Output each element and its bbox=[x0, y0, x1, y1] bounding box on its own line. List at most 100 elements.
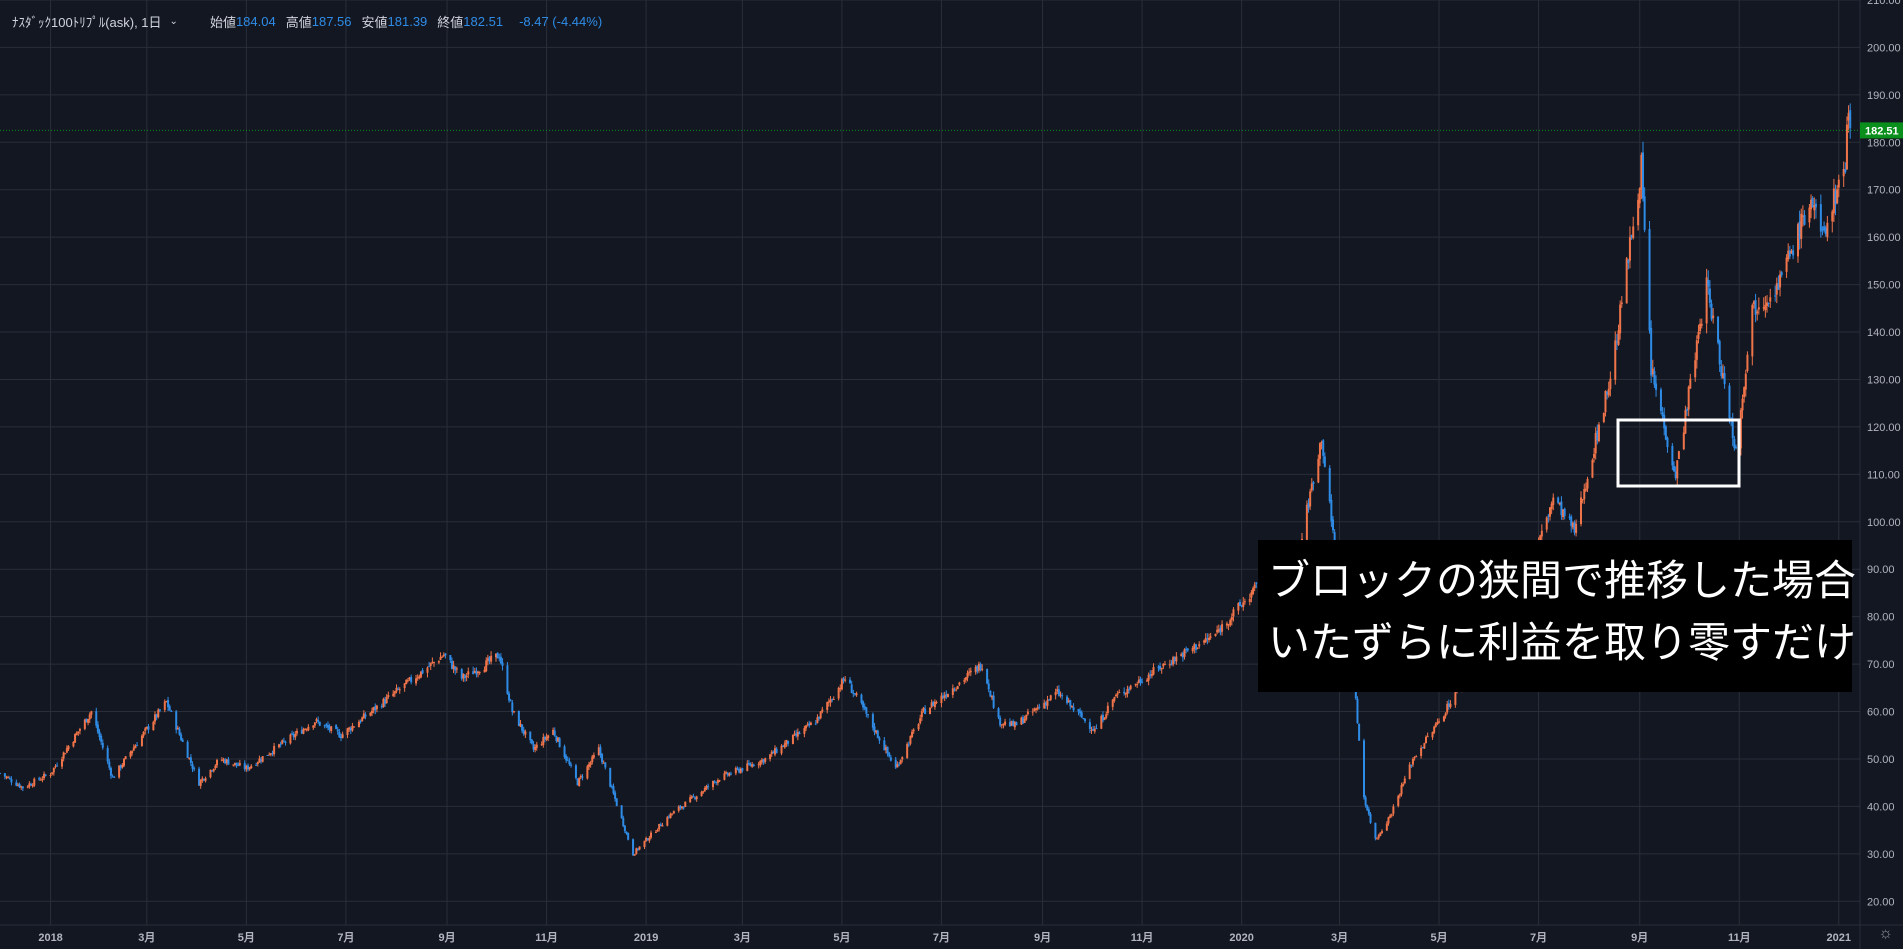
candle bbox=[41, 776, 44, 783]
candle bbox=[677, 805, 680, 813]
symbol-title[interactable]: ﾅｽﾀﾞｯｸ100ﾄﾘﾌﾟﾙ(ask), 1日 bbox=[12, 15, 162, 30]
candle bbox=[1607, 381, 1610, 398]
candle bbox=[1035, 707, 1038, 714]
candle bbox=[1798, 210, 1801, 250]
candle bbox=[294, 731, 297, 741]
candle bbox=[751, 761, 754, 768]
candle bbox=[933, 699, 936, 710]
candle bbox=[1712, 308, 1715, 324]
candle bbox=[695, 795, 698, 802]
candle bbox=[1227, 623, 1230, 631]
candle bbox=[764, 757, 767, 764]
candle bbox=[875, 730, 878, 735]
candle bbox=[129, 750, 132, 759]
candle bbox=[713, 780, 716, 784]
candle bbox=[403, 683, 406, 692]
candle bbox=[467, 667, 470, 679]
candle bbox=[455, 666, 458, 674]
candle bbox=[1252, 586, 1255, 596]
candle bbox=[853, 693, 856, 697]
candle bbox=[340, 733, 342, 742]
candle bbox=[201, 776, 204, 783]
candle bbox=[795, 729, 798, 738]
candle bbox=[1434, 722, 1437, 728]
candle bbox=[44, 773, 47, 777]
candle bbox=[718, 779, 721, 783]
gear-icon[interactable]: ☼ bbox=[1878, 925, 1893, 942]
candle bbox=[348, 726, 351, 732]
candle bbox=[1687, 385, 1690, 417]
candle bbox=[517, 710, 520, 727]
candle bbox=[1088, 718, 1091, 734]
candle bbox=[1677, 450, 1680, 460]
candle bbox=[465, 673, 468, 682]
candle bbox=[421, 668, 424, 675]
candle bbox=[700, 790, 703, 797]
price-tick-label: 100.00 bbox=[1867, 517, 1901, 529]
candle bbox=[1721, 364, 1724, 379]
chevron-down-icon[interactable]: ⌄ bbox=[169, 16, 178, 27]
time-tick-label: 9月 bbox=[1631, 931, 1648, 944]
candle bbox=[955, 687, 958, 692]
candle bbox=[1411, 757, 1414, 768]
candle bbox=[917, 723, 920, 731]
candle bbox=[1767, 302, 1770, 308]
candle bbox=[769, 753, 772, 762]
candle bbox=[1379, 832, 1382, 837]
candle bbox=[1322, 439, 1325, 464]
candle bbox=[1358, 723, 1361, 741]
time-tick-label: 5月 bbox=[833, 931, 850, 944]
candle bbox=[1741, 394, 1744, 419]
candle bbox=[1797, 222, 1799, 263]
candle bbox=[281, 739, 284, 745]
candle bbox=[1369, 812, 1372, 824]
price-axis[interactable]: 20.00 30.00 40.00 50.00 60.00 70.00 80.00 90.00… bbox=[1859, 0, 1903, 949]
candle bbox=[1664, 424, 1667, 441]
candle bbox=[1609, 371, 1612, 397]
candle bbox=[256, 761, 259, 767]
candle bbox=[318, 721, 321, 727]
candle bbox=[395, 684, 398, 694]
candle bbox=[1438, 718, 1441, 724]
candle bbox=[832, 696, 835, 700]
candle bbox=[1682, 426, 1685, 451]
candle bbox=[780, 744, 783, 756]
price-tick-label: 60.00 bbox=[1867, 707, 1895, 719]
candle bbox=[326, 721, 329, 731]
candle bbox=[1573, 520, 1576, 536]
candle bbox=[654, 830, 657, 834]
candle bbox=[1048, 698, 1051, 701]
candle bbox=[871, 712, 874, 731]
candle bbox=[1194, 643, 1197, 653]
candle bbox=[307, 724, 310, 732]
candle bbox=[1113, 696, 1116, 703]
candle bbox=[1775, 277, 1778, 304]
last-price-label: 182.51 bbox=[1865, 125, 1899, 137]
candle bbox=[726, 772, 729, 777]
candle bbox=[1751, 303, 1754, 366]
candle bbox=[16, 782, 19, 787]
candle bbox=[1597, 421, 1600, 443]
candle bbox=[1596, 424, 1599, 445]
candle bbox=[563, 744, 566, 759]
candle bbox=[1558, 502, 1561, 506]
candle bbox=[1602, 412, 1605, 424]
candle bbox=[689, 794, 692, 804]
candle bbox=[906, 742, 909, 759]
candle bbox=[1433, 725, 1436, 735]
candle bbox=[52, 767, 55, 776]
candle bbox=[511, 700, 514, 716]
candle bbox=[542, 733, 545, 748]
time-axis[interactable]: 2018 3月 5月 7月 9月 11月 2019 3月 5月 7月 9月 11月 2020 3月 5月 7月… bbox=[0, 924, 1903, 944]
close-label: 終値 bbox=[437, 15, 464, 30]
candle bbox=[1436, 718, 1439, 726]
candle bbox=[1699, 318, 1702, 335]
candle bbox=[1084, 718, 1086, 724]
candle bbox=[1454, 689, 1457, 708]
candle bbox=[175, 710, 178, 734]
candle bbox=[1118, 689, 1121, 694]
candle bbox=[741, 767, 744, 773]
candle bbox=[1632, 216, 1635, 240]
candle bbox=[437, 660, 440, 665]
